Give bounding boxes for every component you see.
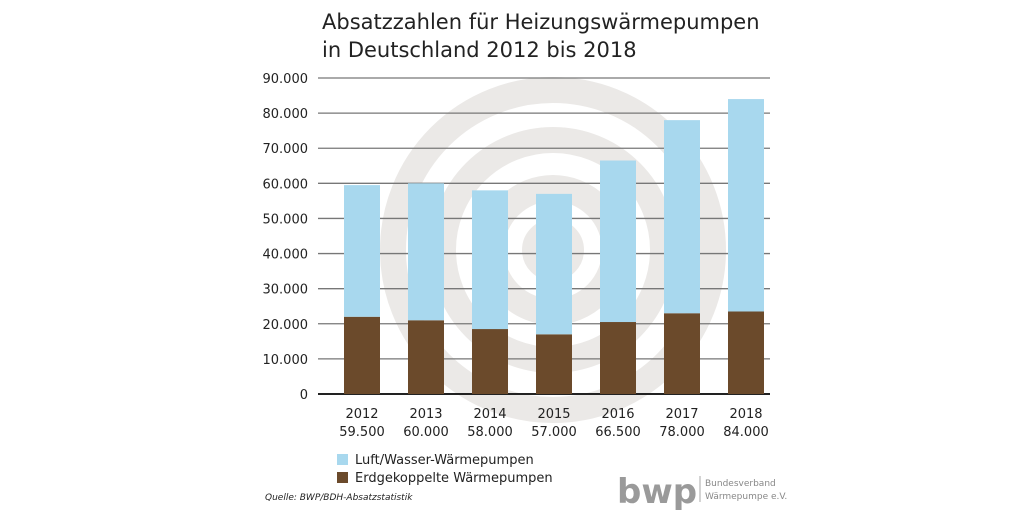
y-tick-label: 50.000 xyxy=(263,212,309,227)
x-tick-label: 2014 xyxy=(473,407,506,422)
total-label: 78.000 xyxy=(659,425,705,440)
bar-erdgekoppelt-2016 xyxy=(600,322,636,394)
total-label: 59.500 xyxy=(339,425,385,440)
x-tick-label: 2012 xyxy=(345,407,378,422)
y-tick-label: 90.000 xyxy=(263,72,309,87)
logo-line1: Bundesverband xyxy=(705,479,776,489)
legend: Luft/Wasser-Wärmepumpen Erdgekoppelte Wä… xyxy=(337,453,553,486)
y-tick-label: 60.000 xyxy=(263,177,309,192)
bar-luft-wasser-2014 xyxy=(472,190,508,330)
x-tick-label: 2018 xyxy=(729,407,762,422)
y-tick-label: 80.000 xyxy=(263,107,309,122)
x-tick-label: 2017 xyxy=(665,407,698,422)
total-label: 66.500 xyxy=(595,425,641,440)
bar-luft-wasser-2012 xyxy=(344,185,380,317)
bar-erdgekoppelt-2012 xyxy=(344,316,380,394)
total-label: 58.000 xyxy=(467,425,513,440)
bar-luft-wasser-2017 xyxy=(664,120,700,314)
chart-subtitle: in Deutschland 2012 bis 2018 xyxy=(322,38,637,62)
legend-label-erd: Erdgekoppelte Wärmepumpen xyxy=(355,471,553,486)
y-tick-label: 10.000 xyxy=(263,353,309,368)
y-tick-label: 30.000 xyxy=(263,283,309,298)
total-label: 57.000 xyxy=(531,425,577,440)
legend-label-luft: Luft/Wasser-Wärmepumpen xyxy=(355,453,534,468)
legend-swatch-luft xyxy=(337,454,348,465)
bar-erdgekoppelt-2018 xyxy=(728,311,764,394)
bar-erdgekoppelt-2015 xyxy=(536,334,572,394)
bar-luft-wasser-2016 xyxy=(600,160,636,323)
x-tick-label: 2016 xyxy=(601,407,634,422)
total-label: 84.000 xyxy=(723,425,769,440)
bwp-logo: bwp Bundesverband Wärmepumpe e.V. xyxy=(617,472,787,512)
bar-erdgekoppelt-2013 xyxy=(408,320,444,394)
bar-luft-wasser-2013 xyxy=(408,183,444,321)
bar-erdgekoppelt-2017 xyxy=(664,313,700,394)
y-tick-label: 40.000 xyxy=(263,248,309,263)
y-tick-label: 0 xyxy=(300,388,308,403)
chart-title: Absatzzahlen für Heizungswärmepumpen xyxy=(322,10,760,34)
y-tick-label: 20.000 xyxy=(263,318,309,333)
source-note: Quelle: BWP/BDH-Absatzstatistik xyxy=(265,493,413,503)
bar-erdgekoppelt-2014 xyxy=(472,329,508,394)
legend-swatch-erd xyxy=(337,472,348,483)
logo-mark: bwp xyxy=(617,472,697,512)
bar-luft-wasser-2018 xyxy=(728,99,764,312)
logo-line2: Wärmepumpe e.V. xyxy=(705,492,787,502)
bar-luft-wasser-2015 xyxy=(536,193,572,335)
x-tick-label: 2013 xyxy=(409,407,442,422)
x-tick-label: 2015 xyxy=(537,407,570,422)
total-label: 60.000 xyxy=(403,425,449,440)
y-tick-label: 70.000 xyxy=(263,142,309,157)
